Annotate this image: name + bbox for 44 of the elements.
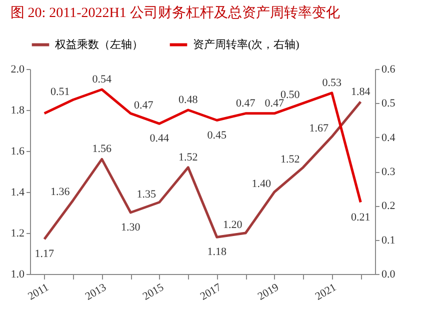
y2-tick-label: 0.4 bbox=[382, 132, 396, 144]
data-label: 0.21 bbox=[351, 211, 370, 224]
data-label: 1.56 bbox=[92, 143, 112, 156]
data-label: 1.40 bbox=[252, 178, 272, 190]
y2-tick-label: 0.1 bbox=[382, 234, 396, 246]
data-label: 0.44 bbox=[150, 132, 170, 145]
x-tick-label: 2017 bbox=[198, 281, 224, 303]
data-label: 1.20 bbox=[223, 219, 243, 231]
y-tick-label: 1.8 bbox=[10, 104, 25, 116]
y-tick-label: 2.0 bbox=[10, 64, 25, 76]
legend-label: 资产周转率(次，右轴) bbox=[193, 38, 300, 51]
data-label: 1.84 bbox=[351, 86, 371, 98]
y-tick-label: 1.6 bbox=[10, 146, 25, 158]
data-label: 1.36 bbox=[50, 186, 70, 198]
chart-title: 图 20: 2011-2022H1 公司财务杠杆及总资产周转率变化 bbox=[10, 5, 340, 21]
data-label: 1.52 bbox=[178, 151, 198, 164]
legend-label: 权益乘数（左轴） bbox=[54, 38, 143, 51]
x-tick-label: 2013 bbox=[83, 281, 109, 303]
y2-tick-label: 0.3 bbox=[382, 166, 396, 178]
data-label: 0.47 bbox=[236, 97, 256, 110]
data-label: 0.45 bbox=[207, 129, 227, 142]
data-label: 1.52 bbox=[280, 153, 300, 166]
y2-tick-label: 0.5 bbox=[382, 98, 396, 110]
data-label: 0.47 bbox=[264, 97, 284, 110]
y2-tick-label: 0.2 bbox=[382, 200, 396, 212]
x-tick-label: 2011 bbox=[26, 282, 51, 303]
data-label: 0.48 bbox=[178, 94, 198, 106]
x-tick-label: 2021 bbox=[313, 282, 338, 303]
x-tick-label: 2015 bbox=[140, 281, 166, 303]
y-tick-label: 1.4 bbox=[10, 186, 25, 198]
data-label: 1.18 bbox=[207, 246, 227, 258]
y-tick-label: 1.0 bbox=[10, 268, 25, 280]
data-label: 0.47 bbox=[134, 99, 154, 112]
y2-tick-label: 0.0 bbox=[382, 268, 396, 280]
y-tick-label: 1.2 bbox=[10, 228, 24, 240]
data-label: 0.53 bbox=[322, 76, 342, 89]
data-label: 0.51 bbox=[50, 86, 70, 98]
y2-tick-label: 0.6 bbox=[382, 64, 396, 76]
x-tick-label: 2019 bbox=[256, 281, 282, 303]
data-label: 1.35 bbox=[136, 188, 156, 200]
data-label: 0.54 bbox=[92, 74, 112, 86]
data-label: 1.17 bbox=[34, 248, 54, 260]
data-label: 1.67 bbox=[309, 122, 329, 135]
data-label: 1.30 bbox=[121, 222, 141, 234]
